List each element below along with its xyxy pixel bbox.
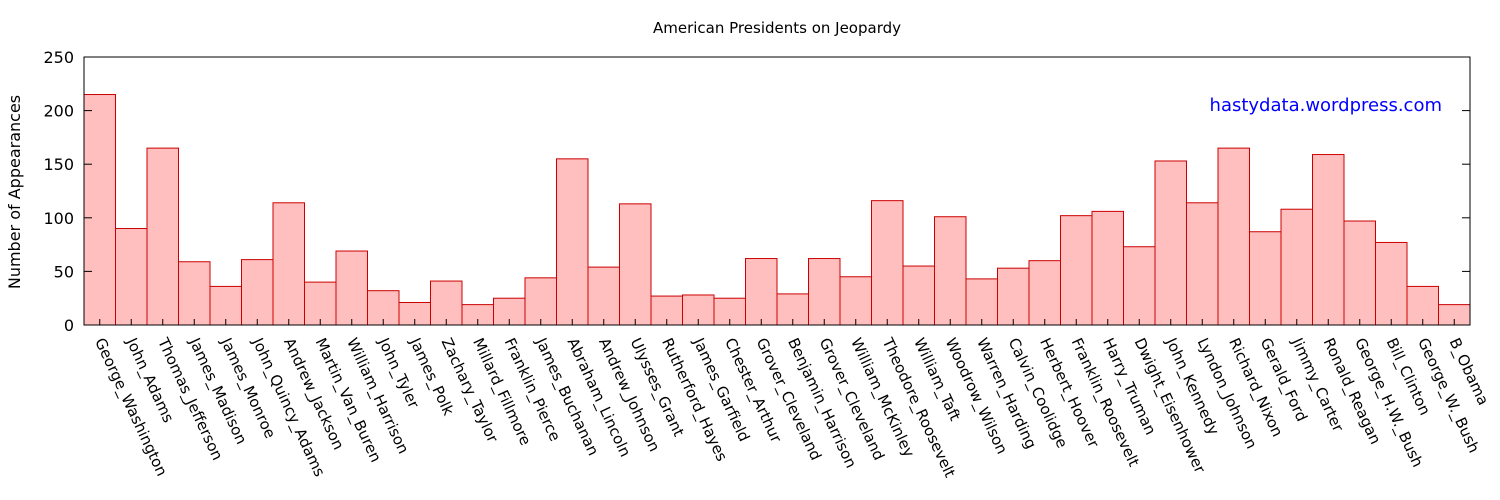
bar-16	[587, 266, 620, 326]
y-axis-label: Number of Appearances	[5, 95, 24, 289]
bar-5	[241, 259, 274, 326]
bar-34	[1154, 160, 1187, 326]
bar-36	[1217, 147, 1250, 326]
bar-25	[871, 200, 904, 326]
bar-30	[1028, 260, 1061, 326]
bar-40	[1343, 220, 1376, 326]
chart-title: American Presidents on Jeopardy	[653, 19, 901, 37]
bar-41	[1375, 241, 1408, 326]
bar-7	[304, 281, 337, 326]
y-tick-label-5: 250	[43, 48, 74, 67]
bar-8	[335, 250, 368, 326]
watermark-text: hastydata.wordpress.com	[1210, 95, 1442, 116]
bar-14	[524, 277, 557, 326]
y-tick-label-2: 100	[43, 209, 74, 228]
bar-2	[146, 147, 179, 326]
bar-38	[1280, 208, 1313, 326]
bar-6	[272, 202, 305, 326]
bar-42	[1406, 285, 1439, 326]
bar-17	[619, 203, 652, 326]
y-tick-label-1: 50	[54, 262, 74, 281]
bar-24	[839, 276, 872, 326]
bar-26	[902, 265, 935, 326]
bars-group	[83, 94, 1471, 326]
bar-39	[1312, 154, 1345, 326]
bar-15	[556, 158, 589, 326]
y-tick-label-4: 200	[43, 102, 74, 121]
bar-1	[115, 228, 148, 326]
bar-4	[209, 285, 242, 326]
y-tick-label-0: 0	[64, 316, 74, 335]
bar-3	[178, 261, 211, 326]
bar-28	[965, 278, 998, 326]
bar-11	[430, 280, 463, 326]
bar-33	[1123, 246, 1156, 326]
plot-frame	[83, 56, 1471, 326]
y-axis: 0 50 100 150 200 250	[43, 48, 1470, 335]
bar-31	[1060, 215, 1093, 326]
y-tick-label-3: 150	[43, 155, 74, 174]
bar-0	[83, 94, 116, 326]
bar-29	[997, 267, 1030, 326]
bar-27	[934, 216, 967, 326]
bar-21	[745, 258, 778, 326]
x-axis: George_WashingtonJohn_AdamsThomas_Jeffer…	[90, 319, 1492, 481]
bar-23	[808, 258, 841, 326]
bar-37	[1249, 231, 1282, 326]
bar-32	[1091, 210, 1124, 326]
bar-35	[1186, 202, 1219, 326]
